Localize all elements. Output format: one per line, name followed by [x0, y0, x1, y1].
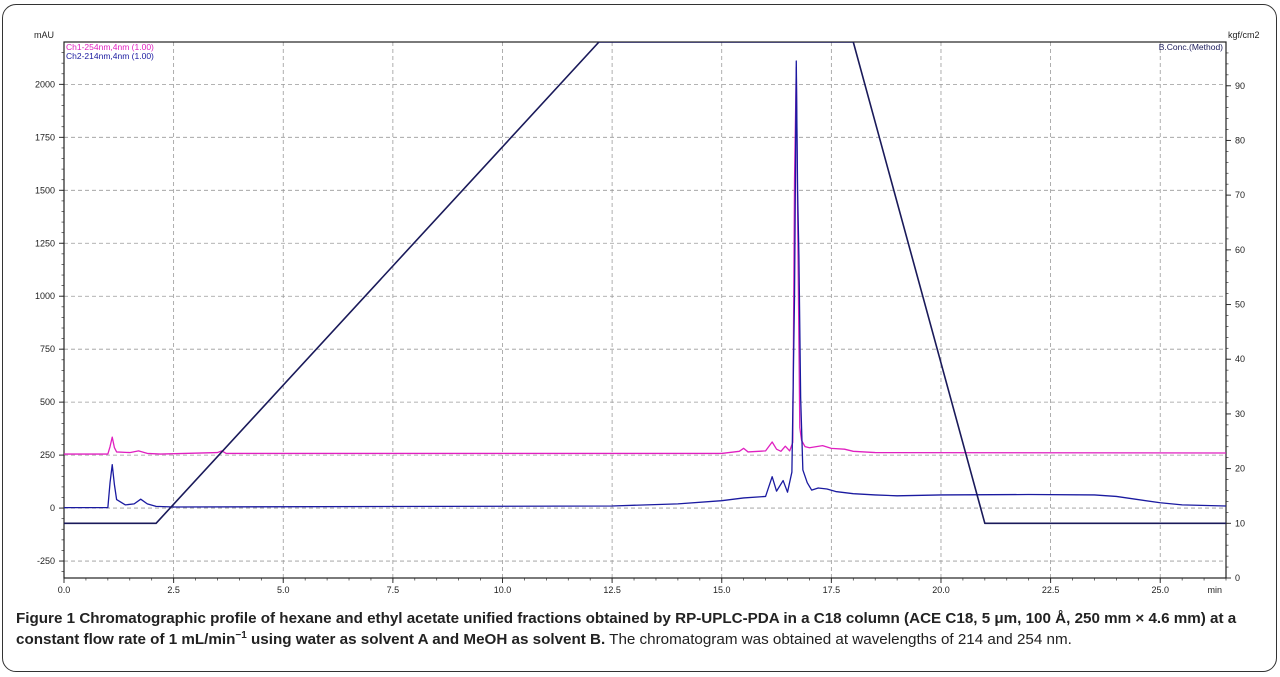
caption-bold-text: Chromatographic profile of hexane and et… [16, 610, 1237, 648]
x-tick-label: 7.5 [387, 585, 400, 595]
y-left-tick-label: 2000 [35, 79, 55, 89]
y-left-tick-label: 1500 [35, 185, 55, 195]
x-tick-label: 17.5 [823, 585, 841, 595]
chromatogram-chart: 0.0 2.5 5.0 7.5 10.0 12.5 15.0 17.5 20.0 22.5 25.0… [34, 30, 1260, 595]
caption-label: Figure 1 [16, 610, 76, 627]
x-tick-label: 2.5 [167, 585, 180, 595]
y-right-tick-label: 90 [1235, 81, 1245, 91]
x-tick-label: 0.0 [58, 585, 71, 595]
legend-entry: Ch1-254nm,4nm (1.00) [66, 42, 154, 52]
figure-caption: Figure 1 Chromatographic profile of hexa… [16, 608, 1266, 650]
caption-bold-text-end: using water as solvent A and MeOH as sol… [246, 631, 606, 648]
x-tick-label: 22.5 [1042, 585, 1060, 595]
y-right-tick-label: 20 [1235, 464, 1245, 474]
right-legend-entry: B.Conc.(Method) [1159, 42, 1223, 52]
plot-area-border [63, 41, 1227, 579]
y-left-tick-label: 1000 [35, 291, 55, 301]
y-left-tick-label: 0 [50, 503, 55, 513]
x-unit-label: min [1207, 585, 1222, 595]
figure-frame [2, 4, 1277, 672]
legend-entry: Ch2-214nm,4nm (1.00) [66, 51, 154, 61]
y-right-tick-label: 70 [1235, 190, 1245, 200]
x-tick-label: 12.5 [603, 585, 621, 595]
y-left-tick-label: 1250 [35, 238, 55, 248]
y-right-tick-label: 80 [1235, 135, 1245, 145]
x-tick-label: 10.0 [494, 585, 512, 595]
y-left-tick-label: -250 [37, 556, 55, 566]
y-left-tick-label: 750 [40, 344, 55, 354]
y-right-tick-label: 0 [1235, 573, 1240, 583]
caption-superscript: −1 [235, 629, 247, 641]
y-right-tick-label: 40 [1235, 354, 1245, 364]
series-line-214nm [64, 60, 1226, 509]
x-tick-label: 20.0 [932, 585, 950, 595]
series-line-b-conc-method- [64, 42, 1226, 525]
y-left-tick-label: 250 [40, 450, 55, 460]
y-right-tick-label: 60 [1235, 245, 1245, 255]
y-left-tick-label: 1750 [35, 132, 55, 142]
y-right-tick-label: 10 [1235, 518, 1245, 528]
y-right-tick-label: 30 [1235, 409, 1245, 419]
y-right-axis-label: kgf/cm2 [1228, 30, 1260, 40]
series-line-254nm [64, 66, 1226, 455]
y-right-tick-label: 50 [1235, 300, 1245, 310]
x-tick-label: 5.0 [277, 585, 290, 595]
x-tick-label: 25.0 [1151, 585, 1169, 595]
y-left-axis-label: mAU [34, 30, 54, 40]
x-tick-label: 15.0 [713, 585, 731, 595]
caption-normal-text: The chromatogram was obtained at wavelen… [605, 631, 1072, 648]
y-left-tick-label: 500 [40, 397, 55, 407]
